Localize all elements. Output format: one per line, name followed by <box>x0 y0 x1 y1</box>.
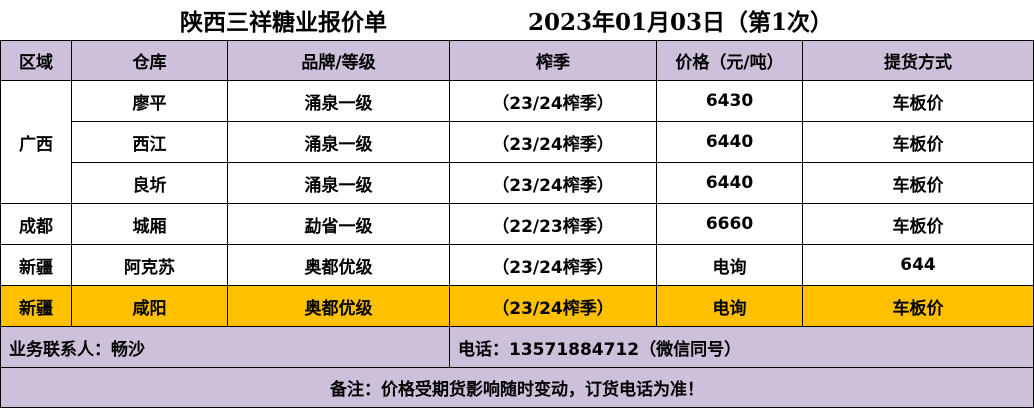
table-cell: （23/24榨季） <box>450 122 657 163</box>
table-cell: 奥都优级 <box>228 245 450 286</box>
column-header: 提货方式 <box>803 40 1034 81</box>
table-cell: 车板价 <box>803 204 1034 245</box>
table-cell: （23/24榨季） <box>450 163 657 204</box>
table-cell: （22/23榨季） <box>450 204 657 245</box>
table-cell: 奥都优级 <box>228 286 450 327</box>
table-cell: （23/24榨季） <box>450 81 657 122</box>
region-cell: 广西 <box>0 81 72 204</box>
table-cell: 6440 <box>657 163 803 204</box>
note-cell: 备注：价格受期货影响随时变动，订货电话为准！ <box>0 368 1034 408</box>
table-cell: 勐省一级 <box>228 204 450 245</box>
table-border <box>0 40 1034 41</box>
table-cell: 车板价 <box>803 81 1034 122</box>
table-cell: 阿克苏 <box>72 245 228 286</box>
table-cell: （23/24榨季） <box>450 286 657 327</box>
table-cell: 城厢 <box>72 204 228 245</box>
table-cell: 西江 <box>72 122 228 163</box>
region-cell: 成都 <box>0 204 72 245</box>
sheet-date: 2023年01月03日（第1次） <box>528 9 834 36</box>
table-cell: 6440 <box>657 122 803 163</box>
table-cell: 涌泉一级 <box>228 163 450 204</box>
table-cell: 廖平 <box>72 81 228 122</box>
table-cell: 车板价 <box>803 122 1034 163</box>
table-cell: 644 <box>803 245 1034 286</box>
phone-cell: 电话：13571884712（微信同号） <box>450 327 1034 368</box>
table-cell: 电询 <box>657 286 803 327</box>
contact-cell: 业务联系人：畅沙 <box>0 327 450 368</box>
table-cell: 电询 <box>657 245 803 286</box>
table-cell: 车板价 <box>803 286 1034 327</box>
region-cell: 新疆 <box>0 245 72 286</box>
table-cell: 良圻 <box>72 163 228 204</box>
table-cell: 涌泉一级 <box>228 122 450 163</box>
table-cell: （23/24榨季） <box>450 245 657 286</box>
column-header: 仓库 <box>72 40 228 81</box>
sheet-title: 陕西三祥糖业报价单 <box>180 9 387 36</box>
table-cell: 涌泉一级 <box>228 81 450 122</box>
column-header: 价格（元/吨） <box>657 40 803 81</box>
region-cell: 新疆 <box>0 286 72 327</box>
column-header: 榨季 <box>450 40 657 81</box>
column-header: 品牌/等级 <box>228 40 450 81</box>
table-cell: 6660 <box>657 204 803 245</box>
table-cell: 车板价 <box>803 163 1034 204</box>
table-cell: 咸阳 <box>72 286 228 327</box>
column-header: 区域 <box>0 40 72 81</box>
table-cell: 6430 <box>657 81 803 122</box>
